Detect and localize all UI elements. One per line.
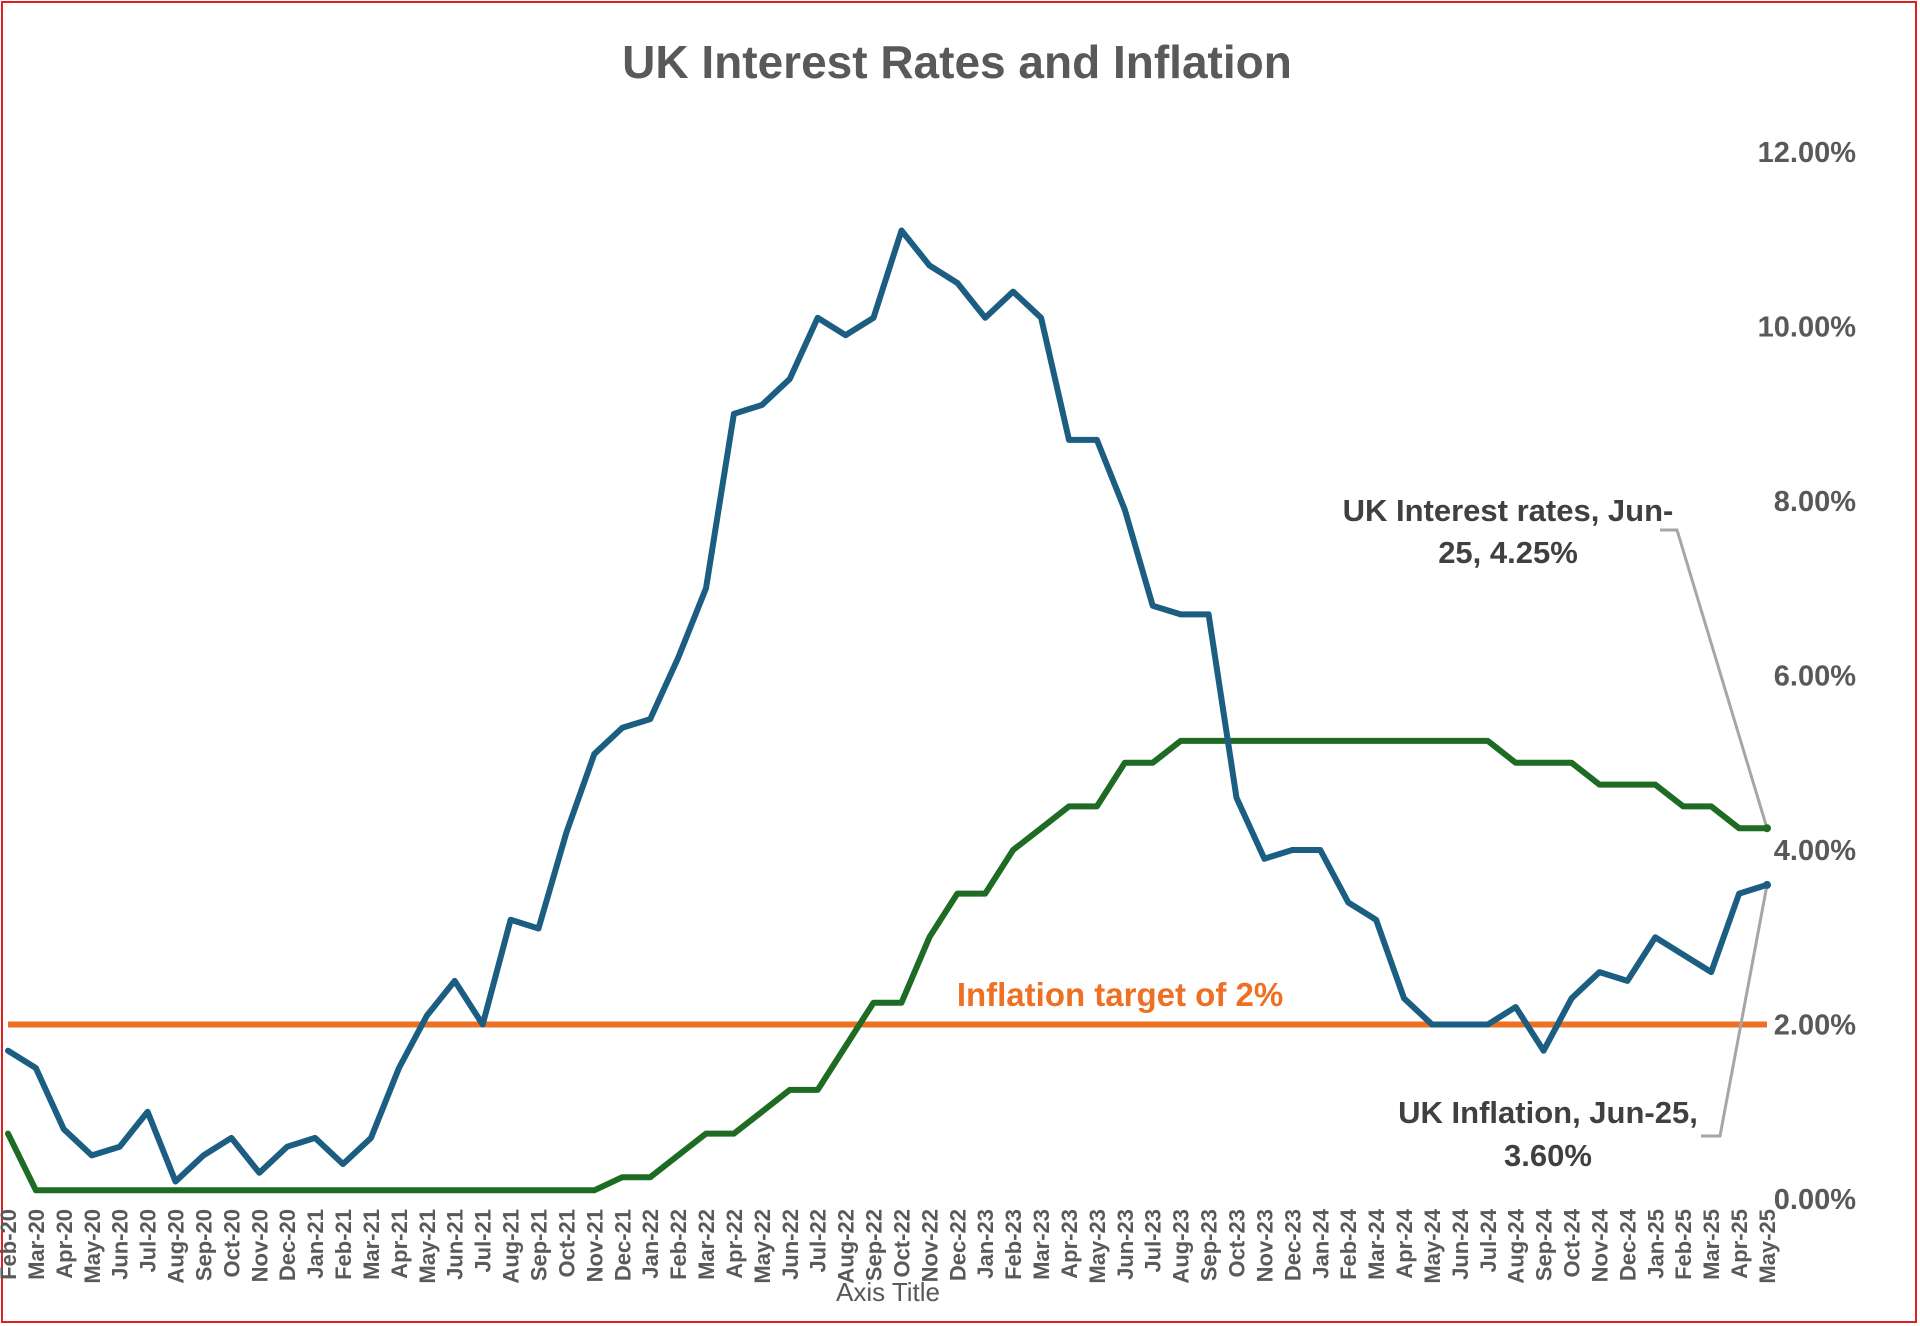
x-tick-label: Aug-24: [1504, 1208, 1529, 1283]
x-tick-label: Jun-22: [778, 1209, 803, 1280]
x-tick-label: Jul-21: [471, 1209, 496, 1273]
x-tick-label: Nov-24: [1587, 1208, 1612, 1282]
y-tick-label: 12.00%: [1758, 137, 1857, 169]
x-tick-label: Oct-20: [219, 1209, 244, 1277]
y-tick-label: 2.00%: [1774, 1010, 1856, 1042]
x-tick-label: Apr-22: [722, 1209, 747, 1279]
chart-title: UK Interest Rates and Inflation: [622, 36, 1292, 88]
x-tick-label: Dec-24: [1615, 1208, 1640, 1281]
x-tick-label: Aug-22: [834, 1209, 859, 1284]
x-tick-label: Mar-23: [1029, 1209, 1054, 1280]
x-tick-label: Jun-20: [108, 1209, 133, 1280]
x-tick-label: Jul-24: [1476, 1208, 1501, 1272]
x-axis-ticks: Feb-20 Mar-20 Apr-20 May-20 Jun-20 Jul-20 Aug-…: [0, 1208, 1780, 1283]
y-tick-label: 6.00%: [1774, 661, 1856, 693]
interest-end-point: [1763, 824, 1771, 833]
x-tick-label: Jan-23: [973, 1209, 998, 1279]
x-tick-label: Sep-21: [526, 1209, 551, 1281]
x-tick-label: Oct-21: [554, 1209, 579, 1277]
x-tick-label: Mar-21: [359, 1209, 384, 1280]
interest-annotation-line1: UK Interest rates, Jun-: [1343, 493, 1674, 528]
x-tick-label: Jan-24: [1308, 1208, 1333, 1278]
inflation-target-label: Inflation target of 2%: [957, 976, 1283, 1013]
x-tick-label: Apr-21: [387, 1209, 412, 1279]
x-tick-label: Mar-24: [1364, 1208, 1389, 1280]
x-axis-title: Axis Title: [836, 1277, 940, 1307]
x-tick-label: Nov-20: [247, 1209, 272, 1282]
x-tick-label: May-25: [1755, 1209, 1780, 1284]
x-tick-label: Oct-22: [889, 1209, 914, 1277]
x-tick-label: Jan-25: [1643, 1209, 1668, 1279]
x-tick-label: May-21: [415, 1209, 440, 1284]
x-tick-label: Dec-23: [1280, 1209, 1305, 1281]
x-tick-label: Apr-20: [52, 1209, 77, 1279]
x-tick-label: May-23: [1085, 1209, 1110, 1284]
x-tick-label: Sep-22: [862, 1209, 887, 1281]
x-tick-label: Sep-20: [191, 1209, 216, 1281]
x-tick-label: Aug-21: [499, 1209, 524, 1284]
interest-annotation-leader: [1660, 528, 1769, 829]
x-tick-label: Nov-23: [1252, 1209, 1277, 1282]
x-tick-label: Apr-25: [1727, 1209, 1752, 1279]
x-tick-label: May-20: [80, 1209, 105, 1284]
x-tick-label: Dec-20: [275, 1209, 300, 1281]
x-tick-label: Jan-22: [638, 1209, 663, 1279]
inflation-annotation-leader: [1701, 884, 1769, 1138]
x-tick-label: May-24: [1420, 1208, 1445, 1283]
y-axis-ticks: 0.00% 2.00% 4.00% 6.00% 8.00% 10.00% 12.00%: [1758, 137, 1857, 1216]
x-tick-label: Jun-24: [1448, 1208, 1473, 1280]
x-tick-label: Feb-24: [1336, 1208, 1361, 1280]
x-tick-label: May-22: [750, 1209, 775, 1284]
x-tick-label: Jul-20: [136, 1209, 161, 1273]
y-tick-label: 10.00%: [1758, 312, 1857, 344]
x-tick-label: Jul-22: [806, 1209, 831, 1273]
inflation-series-line: [5, 227, 1770, 1185]
x-tick-label: Feb-23: [1001, 1209, 1026, 1280]
x-tick-label: Apr-23: [1057, 1209, 1082, 1279]
interest-annotation-line2: 25, 4.25%: [1438, 535, 1578, 570]
y-tick-label: 4.00%: [1774, 835, 1856, 867]
x-tick-label: Dec-22: [945, 1209, 970, 1281]
x-tick-label: Aug-20: [164, 1209, 189, 1284]
x-tick-label: Apr-24: [1392, 1208, 1417, 1278]
interest-rate-series-line: [5, 737, 1770, 1194]
x-tick-label: Jan-21: [303, 1209, 328, 1279]
x-tick-label: Aug-23: [1169, 1209, 1194, 1284]
x-tick-label: Oct-23: [1225, 1209, 1250, 1277]
y-tick-label: 8.00%: [1774, 486, 1856, 518]
x-tick-label: Jul-23: [1141, 1209, 1166, 1273]
x-tick-label: Sep-24: [1532, 1208, 1557, 1281]
x-tick-label: Feb-21: [331, 1209, 356, 1280]
x-tick-label: Nov-21: [582, 1209, 607, 1282]
inflation-end-point: [1763, 880, 1771, 889]
x-tick-label: Dec-21: [610, 1209, 635, 1281]
x-tick-label: Jun-23: [1113, 1209, 1138, 1280]
inflation-annotation-line2: 3.60%: [1504, 1138, 1592, 1173]
x-tick-label: Feb-20: [0, 1209, 21, 1280]
x-tick-label: Mar-22: [694, 1209, 719, 1280]
x-tick-label: Sep-23: [1197, 1209, 1222, 1281]
x-tick-label: Feb-25: [1671, 1209, 1696, 1280]
y-tick-label: 0.00%: [1774, 1184, 1856, 1216]
x-tick-label: Mar-20: [24, 1209, 49, 1280]
x-tick-label: Mar-25: [1699, 1209, 1724, 1280]
x-tick-label: Feb-22: [666, 1209, 691, 1280]
x-tick-label: Jun-21: [443, 1209, 468, 1280]
x-tick-label: Oct-24: [1560, 1208, 1585, 1277]
inflation-annotation-line1: UK Inflation, Jun-25,: [1398, 1095, 1698, 1130]
x-tick-label: Nov-22: [917, 1209, 942, 1282]
